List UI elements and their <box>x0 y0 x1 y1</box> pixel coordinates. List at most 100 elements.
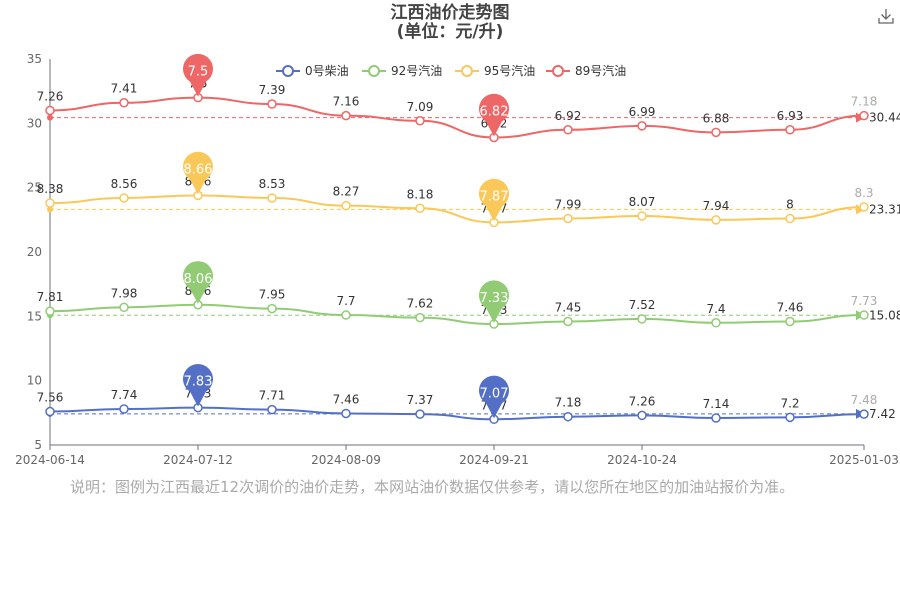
data-label: 7.48 <box>851 393 878 407</box>
data-point <box>785 125 795 135</box>
data-point <box>119 193 129 203</box>
data-point <box>859 110 869 121</box>
data-point <box>785 213 795 224</box>
average-line-start-marker <box>47 206 53 213</box>
x-tick-label: 2025-01-03 <box>829 453 899 467</box>
average-value-label: 7.42 <box>869 407 896 421</box>
data-label: 7.39 <box>259 83 286 97</box>
max-pin-label: 8.66 <box>184 162 213 177</box>
max-pin-marker <box>183 363 213 407</box>
max-pin-label: 8.06 <box>184 272 213 287</box>
min-pin-marker <box>479 93 509 137</box>
data-label: 8.38 <box>37 182 64 196</box>
data-label: 7.18 <box>851 95 878 109</box>
data-label: 8.3 <box>854 186 873 200</box>
data-label: 7.94 <box>703 199 730 213</box>
data-label: 7.45 <box>555 300 582 314</box>
data-label: 7.2 <box>780 396 799 410</box>
data-label: 7.37 <box>407 393 434 407</box>
data-point <box>785 412 795 423</box>
min-pin-marker <box>479 178 509 222</box>
min-pin-label: 6.82 <box>480 104 509 119</box>
chart-title-main: 江西油价走势图 <box>390 3 510 23</box>
data-label: 7.46 <box>777 300 804 314</box>
min-pin-label: 7.33 <box>480 291 509 306</box>
legend-label: 95号汽油 <box>484 63 535 78</box>
data-label: 7.56 <box>37 391 64 405</box>
data-label: 7.26 <box>37 89 64 103</box>
data-label: 7.74 <box>111 388 138 402</box>
data-label: 7.18 <box>555 396 582 410</box>
data-point <box>45 306 55 316</box>
data-label: 8.56 <box>111 177 138 191</box>
y-tick-label: 35 <box>27 52 42 66</box>
y-tick-label: 20 <box>27 245 42 259</box>
min-pin-marker <box>479 280 509 324</box>
data-point <box>341 408 351 419</box>
legend-swatch-marker <box>282 65 294 77</box>
max-pin-marker <box>183 151 213 195</box>
series-line <box>49 96 865 139</box>
data-point <box>415 203 425 214</box>
y-tick-label: 5 <box>34 438 42 452</box>
data-point <box>711 127 721 138</box>
legend-swatch-marker <box>368 65 380 77</box>
chart-note: 说明：图例为江西最近12次调价的油价走势，本网站油价数据仅供参考，请以您所在地区… <box>70 478 795 496</box>
min-pin-label: 7.87 <box>480 189 509 204</box>
x-tick-label: 2024-10-24 <box>607 453 677 467</box>
data-point <box>267 303 277 314</box>
y-tick-label: 10 <box>27 374 42 388</box>
data-label: 7.09 <box>407 100 434 114</box>
data-point <box>341 110 351 121</box>
y-tick-label: 25 <box>27 181 42 195</box>
data-point <box>341 310 351 320</box>
data-label: 7.14 <box>703 397 730 411</box>
data-label: 6.88 <box>703 111 730 125</box>
data-point <box>563 125 573 135</box>
min-pin-marker <box>479 375 509 419</box>
max-pin-label: 7.5 <box>188 65 209 80</box>
data-label: 7.7 <box>336 294 355 308</box>
legend-label: 0号柴油 <box>305 64 349 78</box>
download-icon[interactable] <box>876 6 896 26</box>
data-label: 8.27 <box>333 185 360 199</box>
data-label: 7.4 <box>706 302 725 316</box>
data-label: 7.73 <box>851 294 878 308</box>
series-line <box>49 303 865 326</box>
data-label: 7.71 <box>259 389 286 403</box>
y-tick-label: 30 <box>27 116 42 130</box>
data-point <box>45 198 55 208</box>
max-pin-marker <box>183 53 213 97</box>
data-label: 8.07 <box>629 195 656 209</box>
average-value-label: 23.31 <box>869 202 900 216</box>
data-point <box>637 314 647 324</box>
data-point <box>785 316 795 327</box>
average-value-label: 30.44 <box>869 111 900 125</box>
data-label: 8.53 <box>259 177 286 191</box>
data-point <box>415 116 425 126</box>
data-point <box>711 215 721 225</box>
average-line-start-marker <box>47 114 53 121</box>
x-tick-label: 2024-07-12 <box>163 453 233 467</box>
data-point <box>563 411 573 422</box>
data-point <box>119 404 129 414</box>
data-label: 7.46 <box>333 392 360 406</box>
chart-title: 江西油价走势图 (单位：元/升) <box>0 4 900 42</box>
data-label: 6.99 <box>629 105 656 119</box>
data-label: 8 <box>786 198 794 212</box>
max-pin-label: 7.83 <box>184 375 213 390</box>
data-point <box>119 97 129 108</box>
y-tick-label: 15 <box>27 309 42 323</box>
data-label: 7.98 <box>111 286 138 300</box>
data-point <box>637 121 647 131</box>
download-icon-glyph <box>878 9 894 24</box>
data-point <box>415 409 425 419</box>
max-pin-marker <box>183 261 213 304</box>
data-point <box>637 410 647 421</box>
data-point <box>119 302 129 313</box>
data-point <box>859 310 869 320</box>
data-label: 8.18 <box>407 187 434 201</box>
data-point <box>563 316 573 327</box>
data-point <box>711 413 721 423</box>
